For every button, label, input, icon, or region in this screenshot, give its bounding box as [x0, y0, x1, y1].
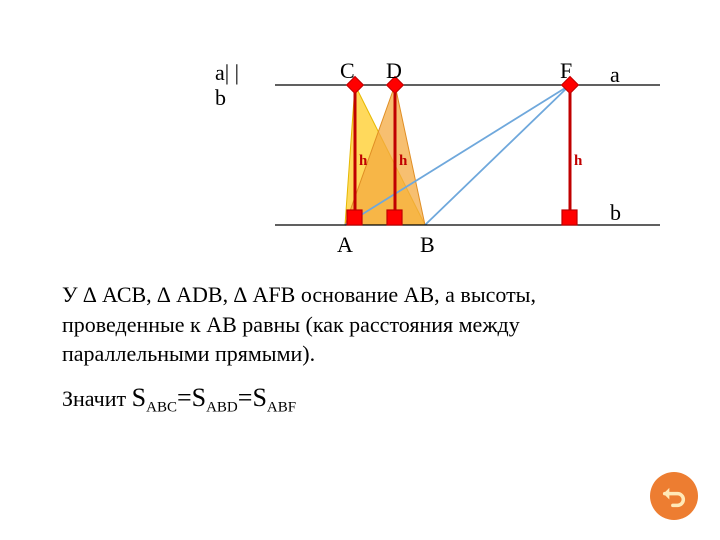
right-angle-mark-c [347, 210, 362, 225]
point-a: A [337, 232, 353, 258]
eq2: = [238, 383, 253, 412]
eq1: = [177, 383, 192, 412]
line-a-label: a [610, 62, 620, 88]
s2: S [192, 383, 206, 412]
paragraph-2: Значит SABC=SABD=SABF [62, 380, 662, 418]
para2-lead: Значит [62, 386, 132, 411]
s1: S [132, 383, 146, 412]
back-button[interactable] [650, 472, 698, 520]
s3: S [252, 383, 266, 412]
point-f: F [560, 58, 572, 84]
point-c: C [340, 58, 355, 84]
line-b-label: b [610, 200, 621, 226]
geometry-figure: h h h [200, 55, 670, 270]
paragraph-1: У ∆ АСВ, ∆ АDВ, ∆ АFВ основание АВ, а вы… [62, 280, 662, 369]
s2-sub: ABD [206, 399, 238, 415]
h-label-f: h [574, 153, 583, 169]
s1-sub: ABC [146, 399, 177, 415]
return-icon [660, 482, 688, 510]
geometry-svg: h h h [200, 55, 670, 265]
label-b-parallel: b [215, 85, 226, 111]
label-a-parallel: a| | [215, 60, 239, 86]
point-b: B [420, 232, 435, 258]
h-label-d: h [399, 153, 408, 169]
right-angle-mark-f [562, 210, 577, 225]
s3-sub: ABF [267, 399, 296, 415]
right-angle-mark-d [387, 210, 402, 225]
point-d: D [386, 58, 402, 84]
h-label-c: h [359, 153, 368, 169]
